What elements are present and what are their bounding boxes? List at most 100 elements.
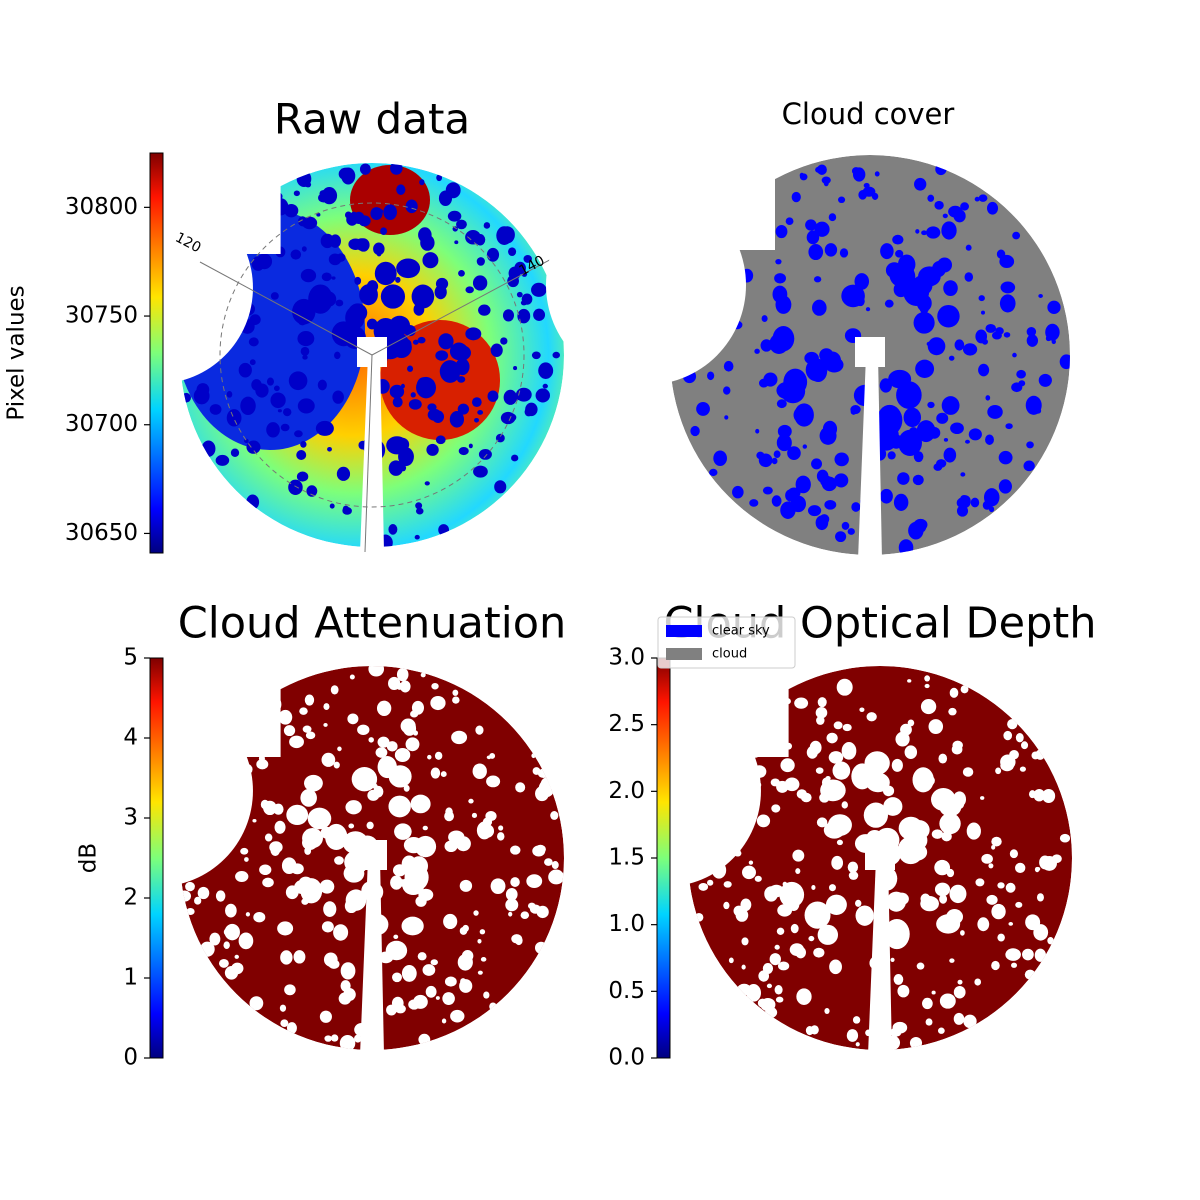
sky-blob [863, 182, 870, 189]
sky-blob [931, 990, 936, 995]
sky-blob [481, 824, 495, 838]
sky-blob [523, 254, 532, 263]
sky-blob [502, 309, 515, 322]
sky-blob [1000, 281, 1016, 294]
sky-blob [477, 257, 484, 264]
polar-spoke [364, 354, 373, 553]
sky-blob [342, 505, 349, 513]
sky-blob [300, 441, 307, 448]
colorbar-tick-label: 2.5 [608, 711, 645, 737]
sky-blob [330, 1034, 339, 1042]
sky-blob [1021, 741, 1029, 750]
sky-blob [956, 497, 971, 509]
sky-blob [904, 745, 918, 759]
sky-blob [813, 276, 822, 283]
sky-blob [884, 918, 910, 950]
sky-blob [978, 295, 985, 302]
sky-blob [334, 856, 344, 865]
sky-blob [434, 751, 443, 760]
sky-blob [865, 307, 871, 312]
sky-blob [193, 387, 210, 405]
sky-blob [742, 865, 756, 880]
sky-blob [515, 782, 526, 793]
sky-blob [344, 898, 358, 914]
sky-blob [395, 276, 401, 283]
sky-blob [395, 437, 410, 452]
sky-blob [529, 904, 541, 914]
sky-blob [882, 785, 895, 797]
sky-blob [895, 731, 910, 747]
sky-blob [531, 753, 536, 759]
sky-blob [829, 959, 842, 975]
sky-blob [498, 825, 504, 831]
sky-blob [792, 849, 805, 862]
sky-blob [224, 965, 239, 980]
sky-blob [991, 844, 996, 850]
sky-blob [749, 499, 759, 507]
sky-blob [472, 275, 488, 291]
sky-blob [910, 262, 915, 267]
sky-blob [329, 503, 335, 509]
sky-blob [954, 339, 965, 351]
sky-blob [270, 292, 279, 300]
sky-blob [511, 454, 519, 462]
sky-blob [280, 950, 293, 965]
legend-label: clear sky [712, 624, 770, 639]
sky-blob [473, 910, 479, 916]
sky-blob [430, 959, 438, 966]
mask-arm [858, 355, 882, 560]
sky-blob [218, 958, 229, 968]
sky-blob [707, 879, 714, 886]
colorbar-tick-label: 1 [123, 965, 138, 991]
sky-blob [483, 222, 491, 229]
sky-blob [787, 446, 801, 461]
sky-blob [893, 1029, 902, 1037]
sky-blob [438, 524, 450, 536]
sky-blob [435, 435, 446, 445]
sky-blob [855, 905, 874, 926]
colorbar-tick-label: 1.0 [608, 911, 645, 937]
sky-blob [898, 429, 922, 457]
sky-blob [974, 978, 982, 986]
sky-blob [319, 1010, 332, 1023]
sky-blob [746, 984, 762, 1002]
sky-blob [847, 861, 859, 873]
sky-blob [934, 200, 944, 210]
sky-blob [517, 308, 531, 324]
sky-blob [758, 970, 770, 982]
sky-blob [417, 336, 426, 344]
sky-blob [380, 227, 388, 235]
sky-blob [293, 190, 300, 197]
sky-blob [927, 194, 935, 202]
sky-blob [787, 487, 801, 499]
sky-blob [937, 304, 960, 328]
sky-blob [475, 725, 484, 735]
sky-blob [897, 254, 916, 275]
sky-blob [974, 196, 980, 202]
sky-blob [252, 819, 257, 823]
sky-blob [266, 377, 274, 386]
sky-blob [777, 904, 793, 917]
sky-blob [455, 836, 471, 852]
sky-blob [985, 434, 994, 445]
sky-blob [316, 212, 321, 217]
mask-top [683, 661, 789, 757]
mask-top [665, 150, 775, 250]
sky-blob [1033, 924, 1049, 941]
sky-blob [301, 246, 307, 252]
sky-blob [259, 864, 272, 876]
sky-blob [862, 186, 876, 197]
sky-blob [427, 403, 437, 411]
sky-blob [968, 428, 982, 441]
sky-blob [300, 788, 317, 807]
sky-blob [953, 1012, 965, 1025]
sky-blob [985, 395, 991, 401]
sky-blob [274, 820, 286, 834]
sky-blob [956, 505, 969, 517]
sky-blob [293, 950, 306, 964]
sky-blob [808, 244, 824, 261]
sky-blob [452, 226, 458, 232]
sky-blob [376, 700, 392, 716]
sky-blob [1059, 354, 1070, 370]
sky-blob [1045, 335, 1052, 342]
